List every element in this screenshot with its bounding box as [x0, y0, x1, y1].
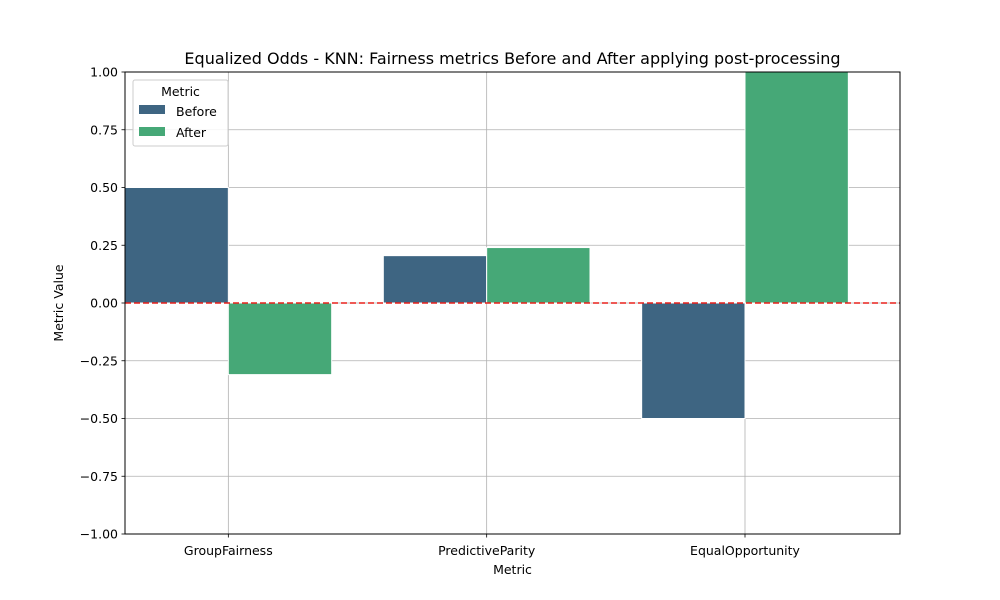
- bar-before-equalopportunity: [641, 302, 746, 419]
- y-tick-label: 0.75: [90, 122, 118, 137]
- x-axis-title: Metric: [493, 562, 532, 577]
- y-tick-label: −0.25: [80, 353, 118, 368]
- legend-label-after: After: [176, 125, 207, 140]
- y-tick-label: −1.00: [80, 527, 118, 542]
- legend: Metric Before After: [132, 79, 229, 147]
- y-tick-label: 1.00: [90, 65, 118, 80]
- y-tick-label: 0.25: [90, 238, 118, 253]
- y-axis: −1.00 −0.75 −0.50 −0.25 0.00 0.25 0.50 0.75 1.00: [80, 65, 125, 542]
- legend-label-before: Before: [176, 104, 217, 119]
- bar-after-groupfairness: [227, 302, 333, 376]
- bars: [124, 71, 849, 419]
- x-axis: GroupFairness PredictiveParity EqualOpport…: [184, 534, 801, 558]
- bar-before-groupfairness: [124, 187, 229, 304]
- x-tick-label: GroupFairness: [184, 543, 273, 558]
- y-tick-label: −0.75: [80, 469, 118, 484]
- x-tick-label: PredictiveParity: [438, 543, 536, 558]
- x-tick-label: EqualOpportunity: [690, 543, 801, 558]
- y-tick-label: 0.50: [90, 180, 118, 195]
- chart-title: Equalized Odds - KNN: Fairness metrics B…: [184, 49, 840, 68]
- y-axis-title: Metric Value: [51, 264, 66, 341]
- bar-after-predictiveparity: [486, 247, 591, 304]
- legend-swatch-after: [139, 127, 165, 136]
- y-tick-label: 0.00: [90, 296, 118, 311]
- y-tick-label: −0.50: [80, 411, 118, 426]
- bar-after-equalopportunity: [744, 71, 849, 304]
- legend-swatch-before: [139, 105, 165, 114]
- legend-title: Metric: [161, 84, 200, 99]
- bar-before-predictiveparity: [382, 255, 488, 304]
